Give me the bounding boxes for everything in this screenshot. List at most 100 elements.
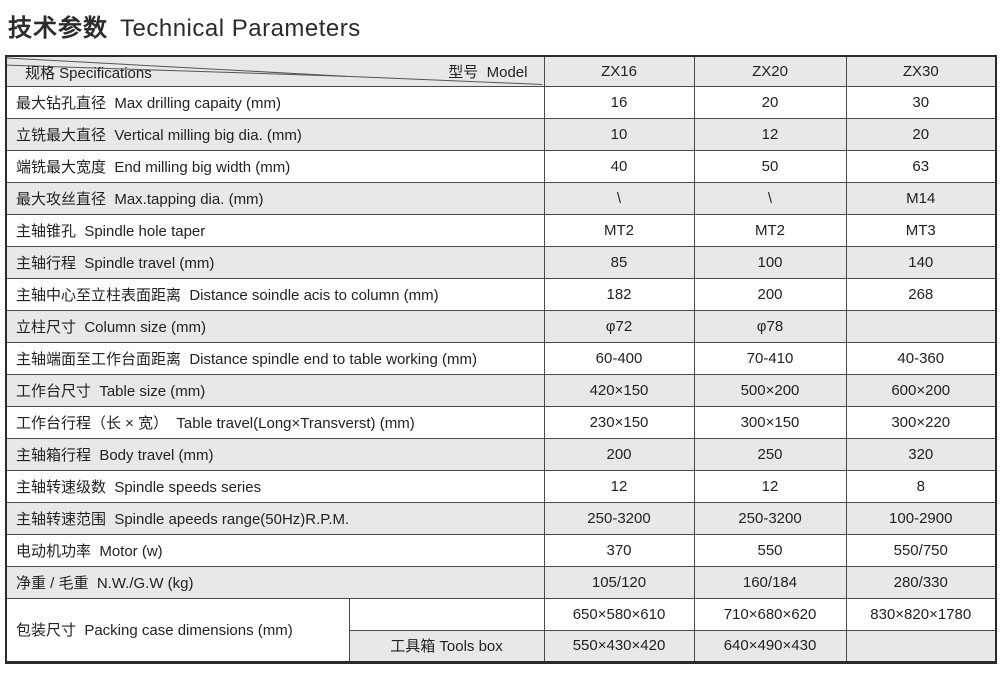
row-value: 650×580×610 (543, 597, 695, 631)
row-value: 250-3200 (543, 501, 695, 535)
diagonal-divider (7, 57, 543, 85)
row-value: 640×490×430 (693, 629, 847, 663)
table-row-table-travel: 工作台行程（长 × 宽） Table travel(Long×Transvers… (5, 405, 997, 439)
toolsbox-label: 工具箱 Tools box (348, 629, 545, 663)
row-value: M14 (845, 181, 997, 215)
row-value: 830×820×1780 (845, 597, 997, 631)
row-value: φ78 (693, 309, 847, 343)
row-value: 12 (543, 469, 695, 503)
row-value: 230×150 (543, 405, 695, 439)
table-row-column-size: 立柱尺寸 Column size (mm) φ72 φ78 (5, 309, 997, 343)
row-label: 主轴箱行程 Body travel (mm) (5, 437, 545, 471)
model-column-zx20: ZX20 (693, 55, 847, 87)
model-column-zx30: ZX30 (845, 55, 997, 87)
page-title-zh: 技术参数 (8, 15, 108, 42)
row-label: 工作台行程（长 × 宽） Table travel(Long×Transvers… (5, 405, 545, 439)
row-value: 40 (543, 149, 695, 183)
header-row: 规格 Specifications 型号 Model ZX16 ZX20 ZX3… (5, 55, 997, 87)
row-value: 600×200 (845, 373, 997, 407)
row-label: 主轴行程 Spindle travel (mm) (5, 245, 545, 279)
row-value: 280/330 (845, 565, 997, 599)
table-row-max-drilling: 最大钻孔直径 Max drilling capaity (mm) 16 20 3… (5, 85, 997, 119)
page-title-en: Technical Parameters (120, 15, 361, 42)
row-value: 710×680×620 (693, 597, 847, 631)
model-header-label: 型号 Model (448, 64, 528, 81)
row-value: 85 (543, 245, 695, 279)
row-value: 140 (845, 245, 997, 279)
row-value: 200 (693, 277, 847, 311)
table-row-vertical-milling: 立铣最大直径 Vertical milling big dia. (mm) 10… (5, 117, 997, 151)
row-value (845, 309, 997, 343)
row-label: 净重 / 毛重 N.W./G.W (kg) (5, 565, 545, 599)
row-value: 250 (693, 437, 847, 471)
row-label: 主轴转速级数 Spindle speeds series (5, 469, 545, 503)
page-title: 技术参数 Technical Parameters (8, 8, 361, 43)
table-row-motor-power: 电动机功率 Motor (w) 370 550 550/750 (5, 533, 997, 567)
row-value: 370 (543, 533, 695, 567)
table-row-packing-machine: 包装尺寸 Packing case dimensions (mm) 650×58… (5, 597, 997, 663)
row-value: 160/184 (693, 565, 847, 599)
packing-machine-subcell (348, 597, 545, 631)
row-value: 550/750 (845, 533, 997, 567)
row-value: MT3 (845, 213, 997, 247)
row-label: 主轴中心至立柱表面距离 Distance soindle acis to col… (5, 277, 545, 311)
row-value: \ (693, 181, 847, 215)
row-label: 主轴端面至工作台面距离 Distance spindle end to tabl… (5, 341, 545, 375)
row-label: 立铣最大直径 Vertical milling big dia. (mm) (5, 117, 545, 151)
row-label: 工作台尺寸 Table size (mm) (5, 373, 545, 407)
row-value: 20 (693, 85, 847, 119)
table-row-spindle-travel: 主轴行程 Spindle travel (mm) 85 100 140 (5, 245, 997, 279)
row-value: 105/120 (543, 565, 695, 599)
table-row-distance-spindle-end: 主轴端面至工作台面距离 Distance spindle end to tabl… (5, 341, 997, 375)
table-row-spindle-speeds-series: 主轴转速级数 Spindle speeds series 12 12 8 (5, 469, 997, 503)
row-value: 63 (845, 149, 997, 183)
row-label: 电动机功率 Motor (w) (5, 533, 545, 567)
row-value: 268 (845, 277, 997, 311)
table-row-max-tapping: 最大攻丝直径 Max.tapping dia. (mm) \ \ M14 (5, 181, 997, 215)
row-value: 100-2900 (845, 501, 997, 535)
table-row-body-travel: 主轴箱行程 Body travel (mm) 200 250 320 (5, 437, 997, 471)
row-label: 端铣最大宽度 End milling big width (mm) (5, 149, 545, 183)
spec-header-label: 规格 Specifications (25, 64, 152, 82)
table-row-spindle-hole-taper: 主轴锥孔 Spindle hole taper MT2 MT2 MT3 (5, 213, 997, 247)
row-value: 70-410 (693, 341, 847, 375)
row-value: 300×220 (845, 405, 997, 439)
row-value: 300×150 (693, 405, 847, 439)
packing-label: 包装尺寸 Packing case dimensions (mm) (5, 597, 350, 663)
table-row-net-gross-weight: 净重 / 毛重 N.W./G.W (kg) 105/120 160/184 28… (5, 565, 997, 599)
table-row-distance-spindle-axis: 主轴中心至立柱表面距离 Distance soindle acis to col… (5, 277, 997, 311)
row-value: 30 (845, 85, 997, 119)
row-value: 250-3200 (693, 501, 847, 535)
row-value: 40-360 (845, 341, 997, 375)
row-value: \ (543, 181, 695, 215)
technical-parameters-table: 规格 Specifications 型号 Model ZX16 ZX20 ZX3… (5, 55, 997, 664)
row-value: 16 (543, 85, 695, 119)
row-value: 320 (845, 437, 997, 471)
row-value: 12 (693, 469, 847, 503)
row-value: 200 (543, 437, 695, 471)
row-value: 550×430×420 (543, 629, 695, 663)
row-value: 10 (543, 117, 695, 151)
row-value: 550 (693, 533, 847, 567)
row-value: 182 (543, 277, 695, 311)
row-value: φ72 (543, 309, 695, 343)
row-value: 60-400 (543, 341, 695, 375)
model-column-zx16: ZX16 (543, 55, 695, 87)
row-value: 420×150 (543, 373, 695, 407)
row-value (845, 629, 997, 663)
row-label: 主轴转速范围 Spindle apeeds range(50Hz)R.P.M. (5, 501, 545, 535)
table-row-end-milling: 端铣最大宽度 End milling big width (mm) 40 50 … (5, 149, 997, 183)
row-value: 12 (693, 117, 847, 151)
row-value: 20 (845, 117, 997, 151)
row-value: 50 (693, 149, 847, 183)
row-value: MT2 (693, 213, 847, 247)
row-label: 立柱尺寸 Column size (mm) (5, 309, 545, 343)
spec-model-header-cell: 规格 Specifications 型号 Model (5, 55, 545, 87)
row-label: 最大钻孔直径 Max drilling capaity (mm) (5, 85, 545, 119)
row-value: 8 (845, 469, 997, 503)
table-row-table-size: 工作台尺寸 Table size (mm) 420×150 500×200 60… (5, 373, 997, 407)
table-row-spindle-speeds-range: 主轴转速范围 Spindle apeeds range(50Hz)R.P.M. … (5, 501, 997, 535)
row-value: 500×200 (693, 373, 847, 407)
row-label: 最大攻丝直径 Max.tapping dia. (mm) (5, 181, 545, 215)
